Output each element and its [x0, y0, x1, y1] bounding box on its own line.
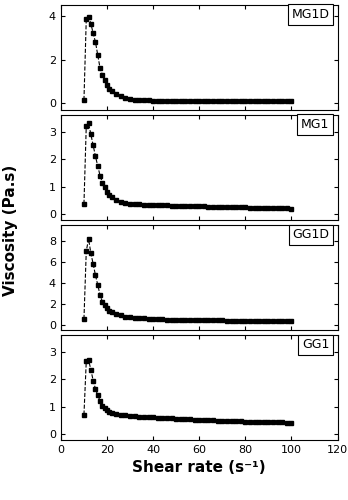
Text: GG1D: GG1D	[292, 228, 329, 241]
Text: MG1D: MG1D	[291, 8, 329, 21]
Text: Viscosity (Pa.s): Viscosity (Pa.s)	[3, 164, 18, 296]
Text: GG1: GG1	[302, 338, 329, 351]
X-axis label: Shear rate (s⁻¹): Shear rate (s⁻¹)	[133, 460, 266, 475]
Text: MG1: MG1	[301, 118, 329, 131]
